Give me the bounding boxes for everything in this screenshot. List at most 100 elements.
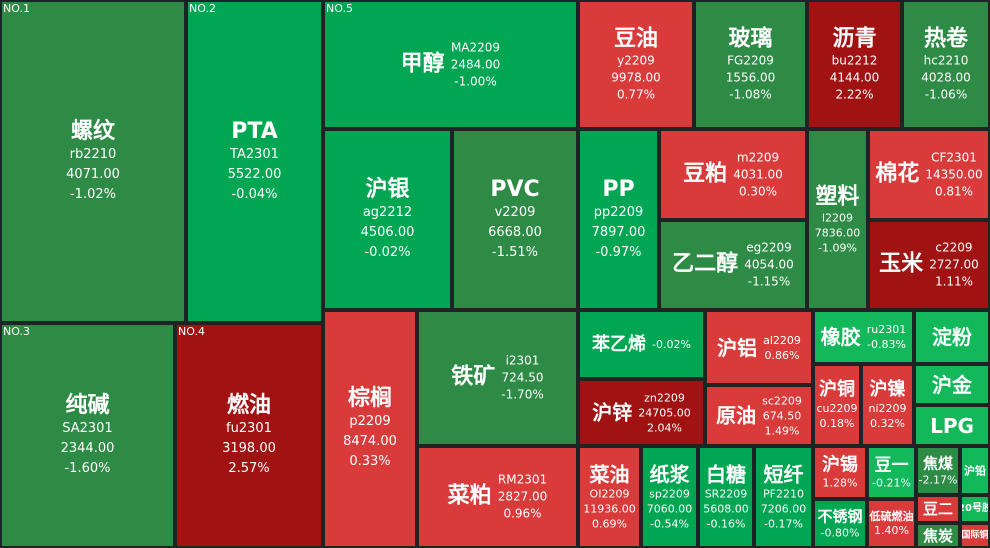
last-price: 4506.00 xyxy=(360,224,415,240)
tile-cotton[interactable]: 棉花 CF2301 14350.00 0.81% xyxy=(868,129,990,220)
tile-nickel[interactable]: 沪镍 ni2209 0.32% xyxy=(861,364,914,446)
tile-hot-coil[interactable]: 热卷 hc2210 4028.00 -1.06% xyxy=(902,0,990,129)
contract-code: bu2212 xyxy=(831,53,878,68)
tile-soybean-no2[interactable]: 豆二 xyxy=(916,495,960,523)
tile-stainless-steel[interactable]: 不锈钢 -0.80% xyxy=(813,499,867,548)
tile-rapeseed-meal[interactable]: 菜粕 RM2301 2827.00 0.96% xyxy=(417,446,578,548)
contract-code: hc2210 xyxy=(923,53,969,68)
tile-intl-copper[interactable]: 国际铜 xyxy=(960,523,990,548)
tile-soybean-no1[interactable]: 豆一 -0.21% xyxy=(867,446,916,499)
tile-crude-oil[interactable]: 原油 sc2209 674.50 1.49% xyxy=(705,385,813,446)
tile-content: 沪锡 1.28% xyxy=(815,454,865,491)
tile-content: 菜粕 RM2301 2827.00 0.96% xyxy=(419,472,576,523)
commodity-name: 沪金 xyxy=(932,372,972,397)
change-percent: -0.02% xyxy=(364,244,411,260)
commodity-name: 20号胶 xyxy=(962,503,990,514)
tile-rapeseed-oil[interactable]: 菜油 OI2209 11936.00 0.69% xyxy=(578,446,641,548)
tile-content: 白糖 SR2209 5608.00 -0.16% xyxy=(700,463,752,532)
quote-info: sc2209 674.50 1.49% xyxy=(762,393,802,438)
commodity-name: 白糖 xyxy=(706,462,746,487)
tile-fuel-oil[interactable]: NO.4 燃油 fu2301 3198.00 2.57% xyxy=(175,323,323,548)
change-percent: -0.21% xyxy=(872,476,911,490)
tile-gold[interactable]: 沪金 xyxy=(914,364,990,405)
quote-info: TA2301 5522.00 -0.04% xyxy=(228,145,282,205)
contract-code: SR2209 xyxy=(704,487,748,501)
commodity-name: 短纤 xyxy=(763,462,804,487)
contract-code: v2209 xyxy=(494,204,536,220)
tile-sugar[interactable]: 白糖 SR2209 5608.00 -0.16% xyxy=(698,446,754,548)
tile-low-sulfur-fuel-oil[interactable]: 低硫燃油 1.40% xyxy=(867,499,916,548)
tile-zinc[interactable]: 沪锌 zn2209 24705.00 2.04% xyxy=(578,379,705,446)
tile-rebar[interactable]: NO.1 螺纹 rb2210 4071.00 -1.02% xyxy=(0,0,186,323)
quote-info: ni2209 0.32% xyxy=(868,401,906,431)
tile-tin[interactable]: 沪锡 1.28% xyxy=(813,446,867,499)
tile-content: 热卷 hc2210 4028.00 -1.06% xyxy=(904,26,988,103)
tile-content: 低硫燃油 1.40% xyxy=(869,509,914,537)
tile-soybean-meal[interactable]: 豆粕 m2209 4031.00 0.30% xyxy=(659,129,807,220)
change-percent: 1.40% xyxy=(874,523,909,537)
tile-palm-oil[interactable]: 棕榈 p2209 8474.00 0.33% xyxy=(323,310,417,548)
contract-code: cu2209 xyxy=(816,401,858,415)
tile-starch[interactable]: 淀粉 xyxy=(914,310,990,364)
change-percent: -1.02% xyxy=(69,186,116,202)
quote-info: v2209 6668.00 -1.51% xyxy=(488,203,542,263)
last-price: 24705.00 xyxy=(638,406,691,419)
quote-info: i2301 724.50 -1.70% xyxy=(501,353,543,404)
last-price: 2484.00 xyxy=(450,57,501,71)
contract-code: al2209 xyxy=(763,333,801,347)
tile-lead[interactable]: 沪铅 xyxy=(960,446,990,495)
tile-content: 沪铝 al2209 0.86% xyxy=(707,333,811,363)
contract-code: m2209 xyxy=(736,150,780,164)
tile-content: 橡胶 ru2301 -0.83% xyxy=(815,322,912,352)
change-percent: -0.16% xyxy=(706,517,746,531)
quote-info: rb2210 4071.00 -1.02% xyxy=(66,145,120,205)
tile-coking-coal[interactable]: 焦煤 -2.17% xyxy=(916,446,960,495)
commodity-name: 国际铜 xyxy=(961,530,989,541)
tile-lpg[interactable]: LPG xyxy=(914,405,990,446)
last-price: 5608.00 xyxy=(703,502,749,516)
tile-pp[interactable]: PP pp2209 7897.00 -0.97% xyxy=(578,129,659,310)
contract-code: i2301 xyxy=(505,353,540,368)
tile-rubber[interactable]: 橡胶 ru2301 -0.83% xyxy=(813,310,914,364)
tile-corn[interactable]: 玉米 c2209 2727.00 1.11% xyxy=(868,220,990,310)
tile-pvc[interactable]: PVC v2209 6668.00 -1.51% xyxy=(452,129,578,310)
tile-pta[interactable]: NO.2 PTA TA2301 5522.00 -0.04% xyxy=(186,0,323,323)
tile-methanol[interactable]: NO.5 甲醇 MA2209 2484.00 -1.00% xyxy=(323,0,578,129)
commodity-name: 沥青 xyxy=(832,25,877,51)
tile-content: 沪锌 zn2209 24705.00 2.04% xyxy=(580,390,703,435)
change-percent: -0.02% xyxy=(652,338,691,351)
tile-rubber-20[interactable]: 20号胶 xyxy=(960,495,990,523)
tile-content: 不锈钢 -0.80% xyxy=(815,507,865,540)
last-price: 3198.00 xyxy=(222,440,276,456)
tile-soda-ash[interactable]: NO.3 纯碱 SA2301 2344.00 -1.60% xyxy=(0,323,175,548)
quote-info: y2209 9978.00 0.77% xyxy=(611,52,661,103)
tile-iron-ore[interactable]: 铁矿 i2301 724.50 -1.70% xyxy=(417,310,578,446)
change-percent: -0.97% xyxy=(595,244,642,260)
tile-soybean-oil[interactable]: 豆油 y2209 9978.00 0.77% xyxy=(578,0,694,129)
tile-aluminum[interactable]: 沪铝 al2209 0.86% xyxy=(705,310,813,385)
tile-glass[interactable]: 玻璃 FG2209 1556.00 -1.08% xyxy=(694,0,807,129)
commodity-name: 螺纹 xyxy=(70,118,115,144)
tile-plastic[interactable]: 塑料 l2209 7836.00 -1.09% xyxy=(807,129,868,310)
change-percent: 0.81% xyxy=(934,184,974,198)
change-percent: 2.57% xyxy=(228,460,270,476)
tile-silver[interactable]: 沪银 ag2212 4506.00 -0.02% xyxy=(323,129,452,310)
tile-ethylene-glycol[interactable]: 乙二醇 eg2209 4054.00 -1.15% xyxy=(659,220,807,310)
tile-coke[interactable]: 焦炭 xyxy=(916,523,960,548)
commodity-name: 塑料 xyxy=(815,183,860,209)
commodity-name: LPG xyxy=(930,413,974,438)
contract-code: TA2301 xyxy=(230,146,279,162)
contract-code: eg2209 xyxy=(746,240,792,255)
tile-content: 燃油 fu2301 3198.00 2.57% xyxy=(177,392,321,478)
tile-content: 玉米 c2209 2727.00 1.11% xyxy=(870,240,988,291)
tile-bitumen[interactable]: 沥青 bu2212 4144.00 2.22% xyxy=(807,0,902,129)
rank-label: NO.4 xyxy=(178,325,205,338)
last-price: 4071.00 xyxy=(66,166,120,182)
tile-styrene[interactable]: 苯乙烯 -0.02% xyxy=(578,310,705,379)
commodity-name: 乙二醇 xyxy=(672,251,739,277)
tile-staple-fiber[interactable]: 短纤 PF2210 7206.00 -0.17% xyxy=(754,446,813,548)
quote-info: RM2301 2827.00 0.96% xyxy=(498,472,548,523)
tile-pulp[interactable]: 纸浆 sp2209 7060.00 -0.54% xyxy=(641,446,698,548)
last-price: 11936.00 xyxy=(583,502,636,516)
tile-copper[interactable]: 沪铜 cu2209 0.18% xyxy=(813,364,861,446)
